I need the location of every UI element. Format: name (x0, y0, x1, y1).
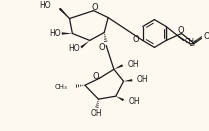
Text: O: O (99, 43, 106, 52)
Text: OH: OH (127, 60, 139, 69)
Text: HO: HO (40, 1, 51, 10)
Polygon shape (62, 32, 72, 35)
Text: O: O (92, 72, 99, 81)
Text: OH: OH (137, 75, 149, 84)
Polygon shape (116, 96, 124, 101)
Text: HO: HO (69, 44, 80, 53)
Text: CH₃: CH₃ (55, 84, 68, 90)
Text: O: O (133, 35, 139, 44)
Polygon shape (80, 40, 90, 48)
Text: O: O (177, 26, 184, 35)
Text: O: O (203, 32, 209, 41)
Text: OH: OH (128, 97, 140, 106)
Polygon shape (124, 79, 132, 81)
Polygon shape (114, 64, 123, 69)
Text: HO: HO (49, 29, 61, 38)
Text: CH₃: CH₃ (185, 38, 197, 44)
Text: OH: OH (91, 109, 102, 118)
Polygon shape (59, 8, 69, 19)
Text: O: O (91, 3, 98, 12)
